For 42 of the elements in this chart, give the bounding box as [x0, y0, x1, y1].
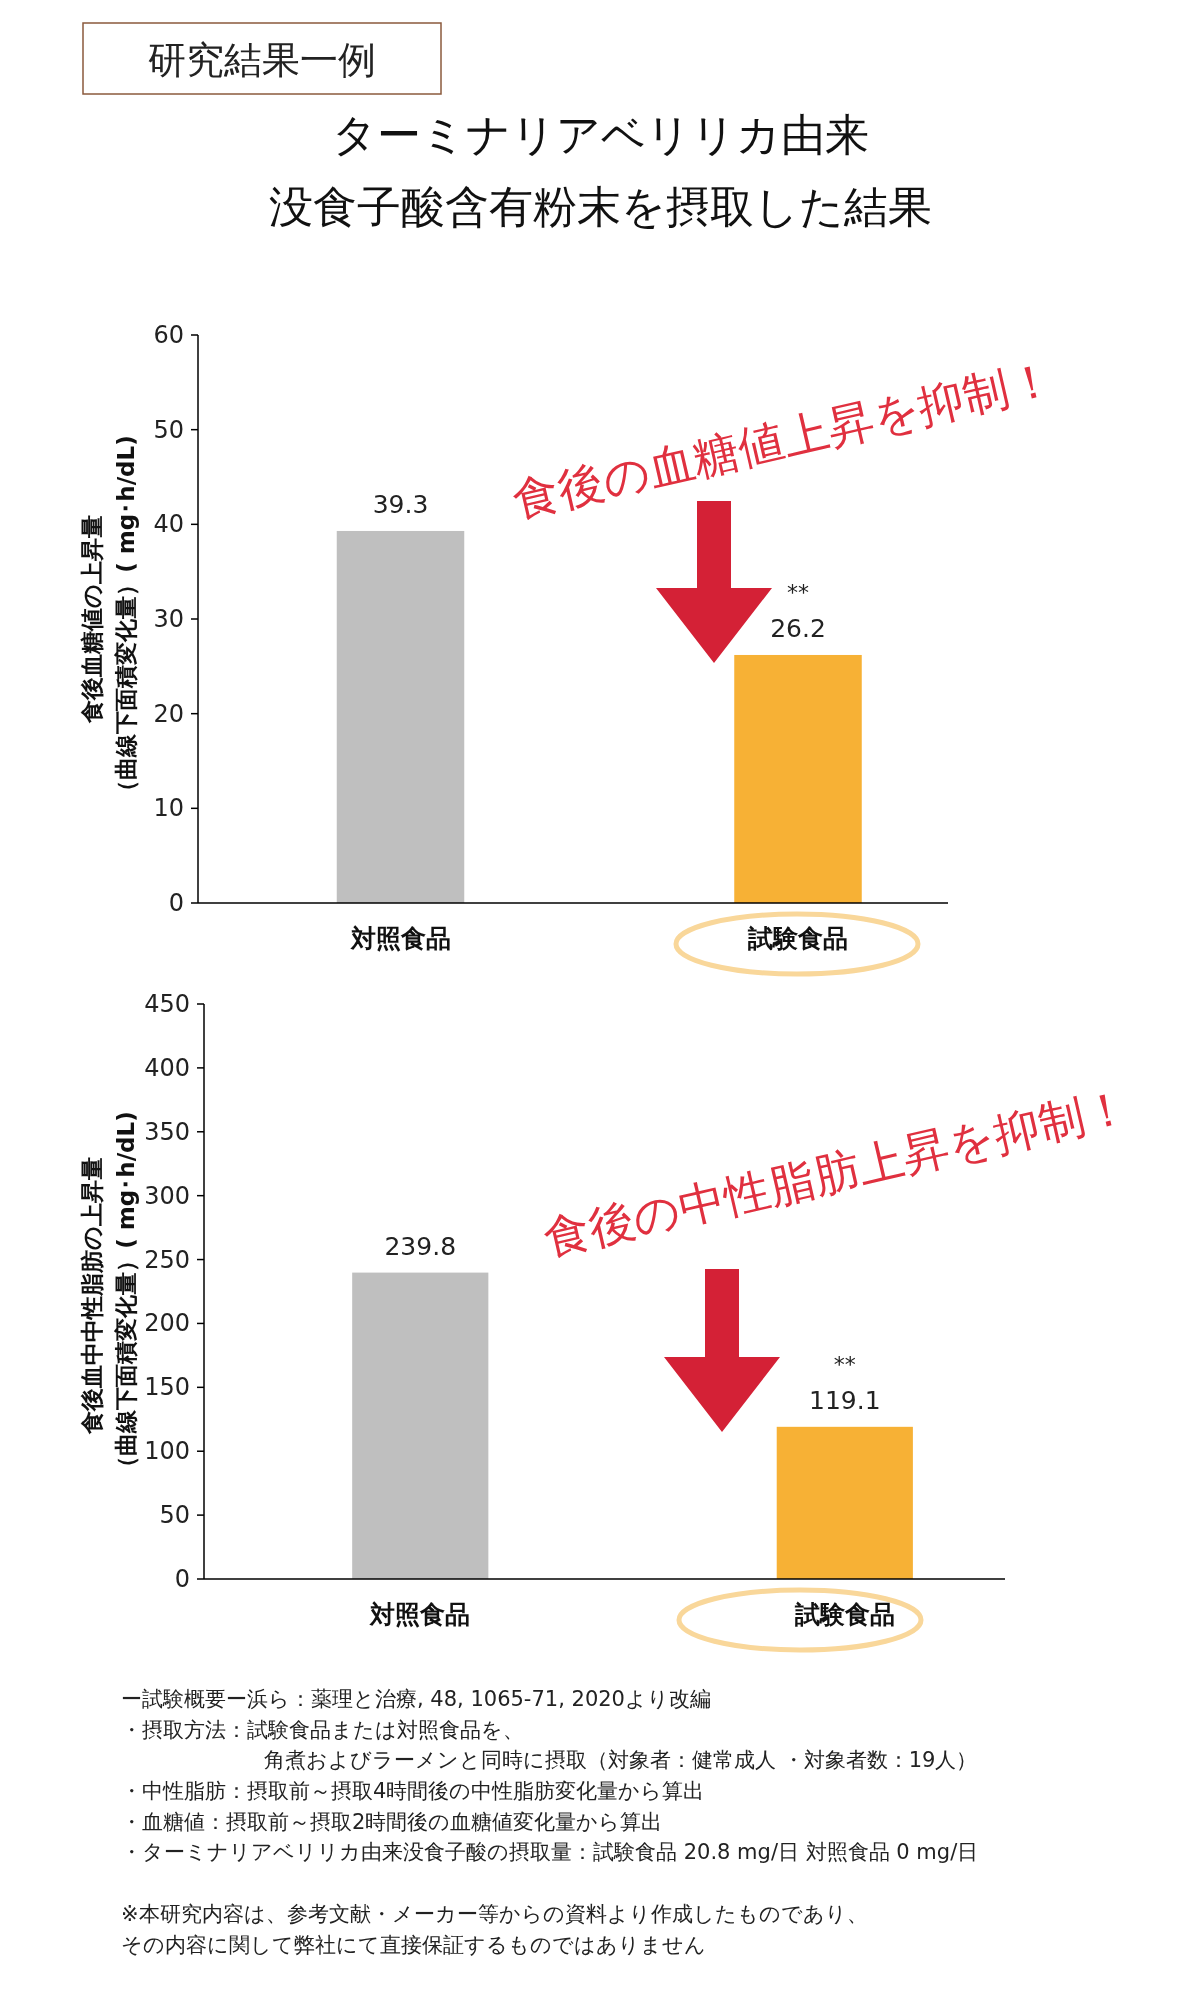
y-tick-label: 30: [153, 605, 184, 633]
data-label: 26.2: [770, 613, 826, 643]
y-axis-title: 食後血糖値の上昇量（曲線下面積変化量）( mg･h/dL): [79, 435, 139, 803]
x-tick-label: 対照食品: [349, 924, 451, 953]
text: ・摂取方法：試験食品または対照食品を、: [121, 1718, 524, 1742]
text: ・中性脂肪：摂取前～摂取4時間後の中性脂肪変化量から算出: [121, 1779, 705, 1803]
y-tick-label: 50: [153, 415, 184, 444]
y-tick-label: 450: [144, 990, 190, 1018]
y-tick-label: 50: [159, 1501, 190, 1530]
y-tick-label: 250: [144, 1245, 190, 1274]
annotation: 食後の血糖値上昇を抑制！: [507, 350, 1060, 529]
text: 角煮およびラーメンと同時に摂取（対象者：健常成人 ・対象者数：19人）: [264, 1748, 978, 1772]
y-tick-label: 0: [174, 1565, 190, 1593]
text: ・ターミナリアベリリカ由来没食子酸の摂取量：試験食品 20.8 mg/日 対照食品 0 mg/日: [121, 1840, 979, 1864]
y-tick-label: 10: [153, 794, 184, 823]
y-tick-label: 0: [168, 889, 184, 917]
annotation: **: [787, 579, 809, 605]
text: ・血糖値：摂取前～摂取2時間後の血糖値変化量から算出: [121, 1810, 663, 1834]
text: その内容に関して弊社にて直接保証するものではありません: [121, 1933, 706, 1957]
annotation: **: [833, 1351, 856, 1377]
y-tick-label: 40: [153, 510, 184, 539]
data-label: 39.3: [372, 489, 429, 519]
chart-subtitle: 没食子酸含有粉末を摂取した結果: [268, 181, 932, 232]
y-tick-label: 200: [144, 1309, 190, 1338]
data-label: 119.1: [809, 1385, 881, 1415]
text: ー試験概要ー浜ら：薬理と治療, 48, 1065-71, 2020より改編: [121, 1687, 711, 1711]
text: ※本研究内容は、参考文献・メーカー等からの資料より作成したものであり、: [121, 1902, 868, 1926]
y-tick-label: 60: [153, 321, 184, 349]
y-tick-label: 300: [144, 1181, 190, 1210]
y-tick-label: 150: [144, 1373, 190, 1402]
y-axis-title: 食後血中中性脂肪の上昇量（曲線下面積変化量）( mg･h/dL): [79, 1111, 139, 1479]
x-tick-label: 対照食品: [369, 1600, 471, 1629]
x-tick-label: 試験食品: [747, 924, 848, 953]
text: 研究結果一例: [148, 38, 376, 82]
chart-title: ターミナリアベリリカ由来: [331, 109, 869, 160]
annotation: 食後の中性脂肪上昇を抑制！: [538, 1078, 1135, 1267]
data-label: 239.8: [384, 1231, 457, 1261]
y-tick-label: 350: [144, 1117, 190, 1146]
y-tick-label: 100: [144, 1437, 190, 1466]
y-tick-label: 20: [153, 699, 184, 728]
x-tick-label: 試験食品: [793, 1600, 895, 1629]
y-tick-label: 400: [144, 1053, 190, 1082]
